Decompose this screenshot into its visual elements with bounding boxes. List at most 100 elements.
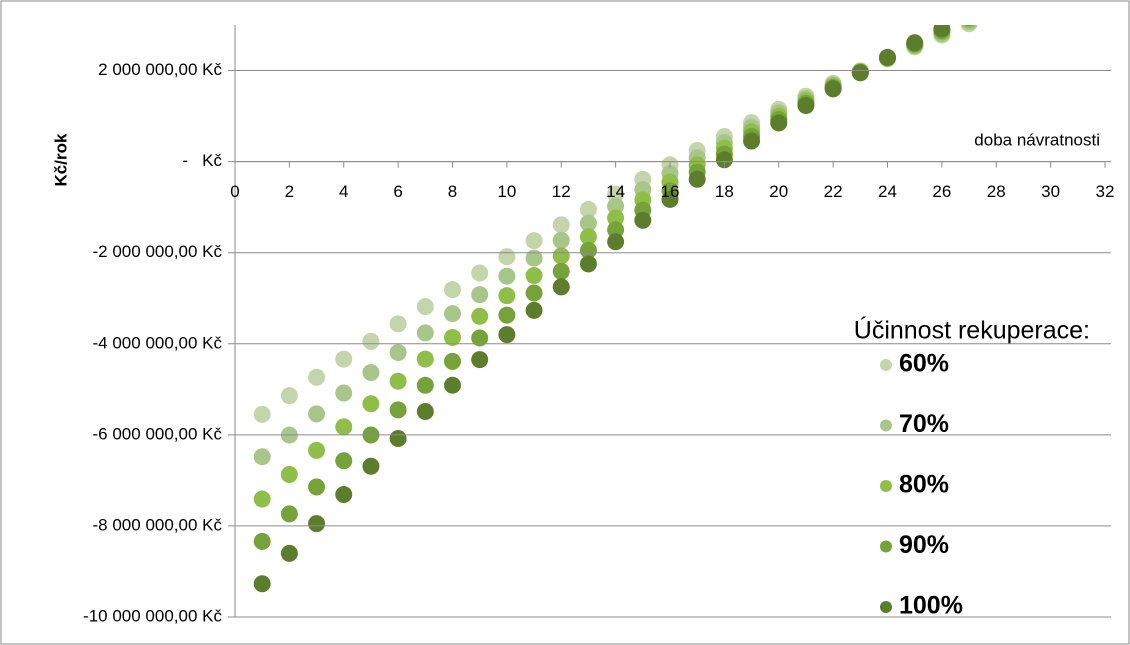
legend-label: 90% [899, 531, 949, 559]
point [715, 151, 733, 169]
legend-label: 70% [899, 410, 949, 438]
point [280, 466, 298, 484]
point [362, 332, 380, 350]
point [389, 430, 407, 448]
point [308, 515, 326, 533]
point [362, 457, 380, 475]
points [253, 25, 978, 593]
point [416, 350, 434, 368]
legend-title: Účinnost rekuperace: [854, 316, 1090, 345]
point [253, 490, 271, 508]
point [308, 368, 326, 386]
point [253, 532, 271, 550]
point [416, 376, 434, 394]
point [525, 267, 543, 285]
x-tick-label: 32 [1096, 182, 1115, 201]
point [389, 401, 407, 419]
point [661, 190, 679, 208]
point [498, 248, 516, 266]
y-tick-label: -2 000 000,00 Kč [93, 242, 223, 261]
point [335, 384, 353, 402]
point [525, 284, 543, 302]
point [362, 364, 380, 382]
point [416, 298, 434, 316]
point [579, 255, 597, 273]
x-tick-label: 30 [1041, 182, 1060, 201]
y-tick-label: -6 000 000,00 Kč [93, 424, 223, 443]
point [525, 301, 543, 319]
point [308, 478, 326, 496]
point [607, 185, 625, 203]
point [335, 350, 353, 368]
point [824, 80, 842, 98]
legend-marker [880, 540, 892, 553]
point [525, 232, 543, 250]
point [688, 170, 706, 188]
point [389, 315, 407, 333]
legend-label: 80% [899, 471, 949, 499]
y-tick-label: -8 000 000,00 Kč [93, 515, 223, 534]
point [906, 34, 924, 52]
point [308, 441, 326, 459]
legend-marker [880, 419, 892, 432]
legend-label: 100% [899, 592, 963, 620]
point [335, 418, 353, 436]
x-tick-label: 26 [932, 182, 951, 201]
point [525, 249, 543, 267]
point [335, 486, 353, 504]
point [444, 328, 461, 346]
point [607, 221, 625, 239]
point [797, 97, 815, 115]
point [444, 305, 461, 323]
y-tick-label: -10 000 000,00 Kč [83, 606, 222, 625]
y-tick-label: -4 000 000,00 Kč [93, 333, 223, 352]
point [879, 48, 896, 66]
point [253, 448, 271, 466]
point [552, 278, 570, 296]
point [280, 505, 298, 523]
point [933, 25, 951, 38]
y-tick-label: 2 000 000,00 Kč [98, 60, 222, 79]
x-tick-label: 14 [606, 182, 625, 201]
point [471, 351, 489, 369]
point [416, 403, 434, 421]
point [964, 25, 974, 27]
point [253, 405, 271, 423]
legend-label: 60% [899, 350, 949, 378]
point [498, 267, 516, 285]
point [579, 228, 597, 246]
point [444, 281, 461, 299]
point [280, 544, 298, 562]
point [471, 286, 489, 304]
x-tick-label: 0 [230, 182, 239, 201]
x-tick-label: 24 [878, 182, 897, 201]
point [579, 214, 597, 232]
x-tick-label: 28 [987, 182, 1006, 201]
point [552, 247, 570, 265]
point [579, 200, 597, 218]
point [770, 114, 788, 132]
point [416, 324, 434, 342]
point [552, 231, 570, 249]
x-tick-label: 10 [497, 182, 516, 201]
x-tick-label: 2 [285, 182, 294, 201]
point [280, 387, 298, 405]
point [552, 262, 570, 280]
point [552, 216, 570, 234]
point [335, 452, 353, 470]
point [498, 326, 516, 344]
legend-marker [880, 480, 892, 492]
legend-marker [880, 601, 892, 613]
point [308, 405, 326, 423]
point [498, 306, 516, 324]
point [471, 307, 489, 325]
point [634, 211, 652, 229]
x-tick-label: 12 [552, 182, 571, 201]
x-tick-label: 6 [393, 182, 402, 201]
point [471, 264, 489, 282]
x-tick-label: 18 [715, 182, 734, 201]
point [471, 329, 489, 347]
point [444, 376, 461, 394]
x-axis-title: doba návratnosti [974, 130, 1100, 149]
